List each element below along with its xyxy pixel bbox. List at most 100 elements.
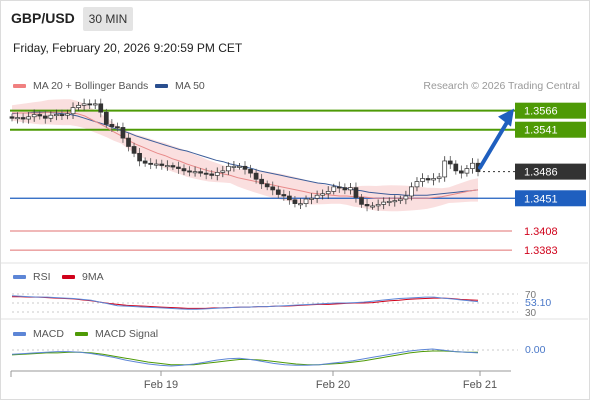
candle-body [420, 178, 425, 182]
level-value-1.3566: 1.3566 [524, 106, 558, 118]
ma50-swatch [155, 84, 168, 88]
candle-body [220, 170, 226, 173]
level-value-1.3451: 1.3451 [524, 193, 558, 205]
candle-body [353, 187, 359, 198]
rsi-tick-70: 70 [525, 290, 537, 301]
candle-body [98, 103, 104, 113]
time-tick-label: Feb 21 [463, 379, 497, 391]
candle-body [59, 114, 65, 117]
candle-body [342, 187, 348, 191]
bollinger-band [12, 99, 478, 212]
candle-body [242, 165, 248, 170]
legend-macd: MACD [13, 328, 64, 340]
legend-rsi-ma: 9MA [62, 271, 104, 283]
legend-ma50-label: MA 50 [175, 80, 205, 92]
candle-body [92, 103, 98, 106]
projection-arrow-head [498, 108, 514, 127]
macd-current-value: 0.00 [525, 344, 546, 356]
timeframe-button[interactable]: 30 MIN [83, 7, 133, 31]
level-value-1.3408: 1.3408 [524, 226, 558, 238]
candle-body [464, 168, 470, 174]
candle-body [331, 186, 337, 192]
candle-body [37, 114, 43, 117]
candle-body [409, 186, 414, 197]
level-tag-1.3541 [515, 121, 586, 138]
candle-body [48, 114, 54, 119]
candle-body [20, 117, 26, 120]
candle-body [209, 173, 215, 176]
candle-body [203, 172, 209, 175]
candle-body [15, 117, 20, 120]
candle-body [392, 200, 398, 203]
candle-body [164, 165, 170, 168]
candle-body [436, 176, 442, 179]
candle-body [414, 181, 420, 188]
candle-body [314, 194, 320, 199]
candle-body [153, 163, 159, 166]
projection-arrow-shaft [478, 118, 510, 170]
candle-body [192, 171, 198, 174]
candle-body [76, 104, 81, 108]
candle-body [292, 199, 298, 204]
candle-body [281, 194, 287, 197]
level-tag-1.3486 [515, 163, 586, 180]
candle-body [126, 137, 131, 147]
candle-body [325, 191, 331, 195]
candle-body [9, 116, 15, 119]
candle-body [370, 205, 375, 208]
rsi-ma-swatch [62, 275, 75, 279]
candle-body [303, 198, 309, 204]
candle-body [137, 152, 142, 162]
candle-body [70, 107, 76, 115]
candle-body [42, 115, 48, 119]
rsi-current-value: 53.10 [525, 297, 551, 309]
candle-body [54, 114, 59, 117]
candle-body [115, 126, 120, 129]
candle-body [442, 160, 448, 178]
legend-macd-label: MACD [33, 328, 64, 340]
candle-body [142, 160, 148, 164]
candle-body [359, 197, 364, 205]
candle-body [103, 111, 109, 125]
candle-body [431, 178, 436, 181]
candle-body [170, 165, 176, 168]
candle-body [253, 172, 259, 180]
candle-body [131, 146, 137, 154]
legend-ma20-label: MA 20 + Bollinger Bands [33, 80, 149, 92]
candle-body [26, 116, 31, 120]
candle-body [65, 113, 70, 116]
candle-body [187, 170, 192, 173]
time-tick-label: Feb 20 [316, 379, 350, 391]
candle-body [270, 186, 276, 191]
rsi-line [11, 295, 479, 310]
candle-body [148, 162, 154, 165]
candle-body [81, 103, 87, 106]
level-value-1.3486: 1.3486 [524, 167, 558, 179]
candle-body [375, 204, 381, 207]
candle-body [275, 189, 281, 195]
legend-rsi: RSI [13, 271, 51, 283]
datetime-label: Friday, February 20, 2026 9:20:59 PM CET [13, 41, 243, 55]
candle-body [425, 178, 431, 181]
legend-ma20: MA 20 + Bollinger Bands [13, 80, 148, 92]
candle-body [248, 168, 253, 174]
symbol-title: GBP/USD [11, 10, 75, 26]
candle-body [181, 168, 187, 172]
candle-body [403, 195, 409, 200]
candle-body [226, 165, 231, 172]
candle-body [336, 186, 342, 189]
macd-signal-swatch [75, 332, 88, 336]
legend-rsi-label: RSI [33, 271, 51, 283]
candle-body [320, 193, 326, 196]
macd-swatch [13, 332, 26, 336]
candle-body [298, 203, 303, 206]
rsi-swatch [13, 275, 26, 279]
candle-body [397, 198, 403, 201]
copyright-text: Research © 2026 Trading Central [423, 80, 580, 92]
candle-body [214, 172, 220, 176]
candle-body [159, 163, 165, 166]
legend-rsi-ma-label: 9MA [82, 271, 104, 283]
level-tag-1.3451 [515, 190, 586, 207]
candle-body [176, 166, 181, 169]
